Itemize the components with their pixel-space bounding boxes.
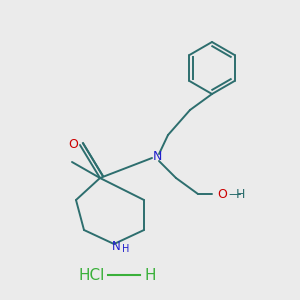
Text: H: H (122, 244, 130, 254)
Text: N: N (152, 151, 162, 164)
Text: H: H (236, 188, 245, 202)
Text: HCl: HCl (79, 268, 105, 283)
Text: O: O (217, 188, 227, 202)
Text: —: — (228, 188, 241, 202)
Text: N: N (112, 241, 120, 254)
Text: H: H (144, 268, 155, 283)
Text: O: O (68, 137, 78, 151)
